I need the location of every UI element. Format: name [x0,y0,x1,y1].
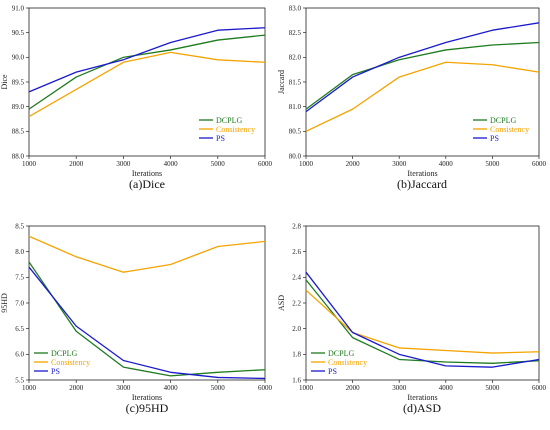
x-tick-label: 4000 [164,384,179,392]
legend-label: DCPLG [328,349,354,358]
chart-panel-3: 1000 2000 3000 4000 5000 6000 5.5 6.0 6.5 7.0 7.5 8… [0,222,273,415]
panel-caption: (a)Dice [129,177,165,191]
x-tick-label: 1000 [22,160,37,168]
y-tick-label: 82.5 [289,29,302,37]
x-tick-label: 3000 [116,160,131,168]
y-tick-label: 5.5 [15,376,24,384]
y-tick-label: 8.5 [15,222,24,230]
x-tick-label: 3000 [116,384,131,392]
series-line-consistency [305,61,540,132]
x-tick-label: 4000 [439,160,454,168]
series-line-ps [305,22,540,113]
legend-label: PS [490,134,499,143]
y-tick-label: 2.4 [292,274,301,282]
x-tick-label: 6000 [532,160,547,168]
legend-label: Consistency [490,125,529,134]
chart-panel-4: 1000 2000 3000 4000 5000 6000 1.6 1.8 2.0 2.2 2.4 2… [277,222,547,415]
series-line-consistency [305,289,540,354]
x-tick-label: 2000 [69,384,84,392]
y-axis-label: Jaccard [277,70,286,94]
series-line-dcplg [28,34,266,110]
series-line-consistency [28,235,266,273]
panel-caption: (c)95HD [126,401,169,415]
y-tick-label: 91.0 [12,4,25,12]
y-tick-label: 81.0 [289,103,302,111]
y-tick-label: 2.2 [292,299,301,307]
chart-panel-2: 1000 2000 3000 4000 5000 6000 80.0 80.5 81.0 81.5… [277,4,547,191]
x-axis-label: Iterations [407,169,437,178]
legend-label: DCPLG [490,116,516,125]
x-tick-label: 3000 [392,160,407,168]
series-line-dcplg [28,261,266,377]
y-tick-label: 88.0 [12,152,25,160]
y-tick-label: 1.8 [292,351,301,359]
y-tick-label: 6.0 [15,351,24,359]
legend-label: Consistency [51,358,90,367]
x-tick-label: 3000 [392,384,407,392]
y-tick-label: 90.5 [12,29,25,37]
y-tick-label: 8.0 [15,248,24,256]
y-tick-label: 1.6 [292,376,301,384]
y-axis-label: 95HD [0,293,9,313]
y-tick-label: 83.0 [289,4,302,12]
series-line-ps [305,271,540,368]
legend-label: Consistency [328,358,367,367]
x-tick-label: 6000 [258,384,273,392]
y-tick-label: 80.5 [289,128,302,136]
x-tick-label: 2000 [69,160,84,168]
x-axis-label: Iterations [132,169,162,178]
x-tick-label: 5000 [211,384,226,392]
legend-label: PS [51,367,60,376]
x-tick-label: 4000 [439,384,454,392]
y-tick-label: 6.5 [15,325,24,333]
y-tick-label: 2.0 [292,325,301,333]
y-tick-label: 82.0 [289,54,302,62]
y-axis-label: ASD [277,295,286,311]
x-tick-label: 2000 [346,384,361,392]
y-tick-label: 2.6 [292,248,301,256]
y-tick-label: 80.0 [289,152,302,160]
chart-panel-1: 1000 2000 3000 4000 5000 6000 88.0 88.5 89.0 89.5… [0,4,273,191]
x-tick-label: 1000 [22,384,37,392]
y-tick-label: 2.8 [292,222,301,230]
x-tick-label: 1000 [299,384,314,392]
y-axis-label: Dice [0,74,9,90]
x-axis-label: Iterations [407,393,437,402]
y-tick-label: 89.5 [12,78,25,86]
x-tick-label: 5000 [485,384,500,392]
y-tick-label: 7.5 [15,274,24,282]
legend-label: Consistency [216,125,255,134]
y-tick-label: 90.0 [12,54,25,62]
legend-label: PS [216,134,225,143]
x-tick-label: 5000 [485,160,500,168]
y-tick-label: 88.5 [12,128,25,136]
x-tick-label: 6000 [258,160,273,168]
panel-caption: (b)Jaccard [397,177,447,191]
legend-label: DCPLG [216,116,242,125]
x-tick-label: 2000 [346,160,361,168]
legend-label: DCPLG [51,349,77,358]
x-tick-label: 6000 [532,384,547,392]
x-tick-label: 5000 [211,160,226,168]
series-line-consistency [28,51,266,118]
series-line-dcplg [305,41,540,110]
y-tick-label: 81.5 [289,78,302,86]
panel-caption: (d)ASD [403,401,441,415]
x-tick-label: 1000 [299,160,314,168]
y-tick-label: 7.0 [15,299,24,307]
series-line-ps [28,27,266,93]
legend-label: PS [328,367,337,376]
series-line-ps [28,266,266,380]
x-tick-label: 4000 [164,160,179,168]
x-axis-label: Iterations [132,393,162,402]
y-tick-label: 89.0 [12,103,25,111]
